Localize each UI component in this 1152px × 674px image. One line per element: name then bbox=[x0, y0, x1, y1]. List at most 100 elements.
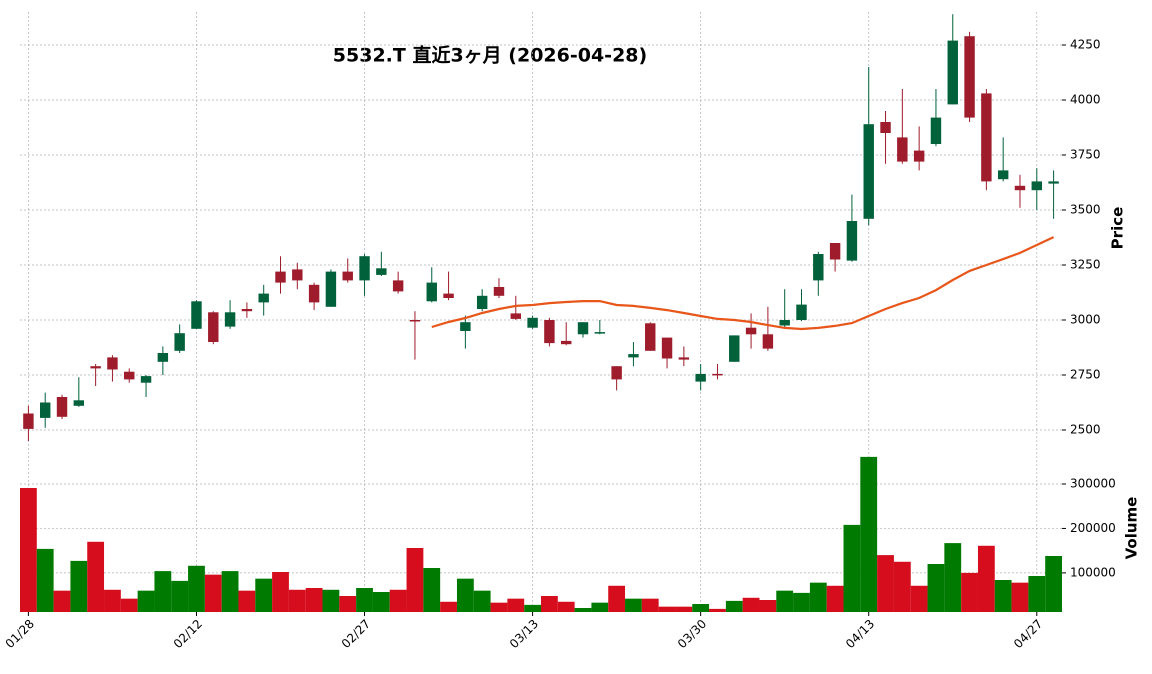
volume-bar bbox=[793, 592, 810, 612]
volume-bar bbox=[977, 545, 995, 612]
x-tick-label: 02/12 bbox=[171, 617, 205, 651]
volume-bar bbox=[221, 571, 239, 612]
volume-bar bbox=[641, 598, 659, 612]
volume-bar bbox=[910, 585, 928, 612]
volume-bar bbox=[1011, 582, 1029, 612]
volume-bar bbox=[524, 604, 541, 612]
volume-bar bbox=[927, 564, 945, 612]
volume-bar bbox=[776, 590, 794, 612]
volume-bar bbox=[53, 590, 71, 612]
y2-axis-label: Volume bbox=[1123, 497, 1141, 560]
candle-body bbox=[527, 317, 538, 328]
candle-body bbox=[560, 340, 572, 345]
candle-body bbox=[107, 357, 118, 370]
candle-body bbox=[476, 295, 488, 309]
volume-bar bbox=[389, 589, 407, 612]
candle-body bbox=[493, 287, 505, 296]
candle-body bbox=[359, 256, 370, 281]
volume-bar bbox=[188, 565, 205, 612]
volume-bar bbox=[423, 568, 441, 612]
candle-body bbox=[1048, 181, 1059, 184]
volume-bar bbox=[944, 543, 962, 612]
candle-body bbox=[124, 371, 135, 380]
candle-body bbox=[964, 36, 975, 118]
volume-bar bbox=[305, 588, 323, 612]
volume-bar bbox=[372, 592, 390, 612]
volume-bar bbox=[339, 596, 357, 612]
volume-bar bbox=[104, 589, 121, 612]
y-tick-label: 3000 bbox=[1070, 313, 1101, 327]
volume-bar bbox=[87, 541, 105, 612]
y2-tick-label: 300000 bbox=[1070, 477, 1116, 491]
candle-body bbox=[376, 268, 387, 275]
volume-bar bbox=[120, 598, 138, 612]
volume-bar bbox=[625, 598, 642, 612]
volume-bar bbox=[826, 585, 844, 612]
volume-bar bbox=[20, 488, 37, 612]
candle-body bbox=[729, 335, 740, 362]
volume-bar bbox=[893, 561, 911, 612]
candle-body bbox=[460, 322, 471, 331]
volume-bar bbox=[456, 578, 474, 612]
candle-body bbox=[930, 117, 942, 144]
candle-body bbox=[1031, 181, 1043, 191]
candle-body bbox=[981, 93, 992, 182]
candle-body bbox=[829, 243, 841, 260]
volume-bar bbox=[36, 548, 54, 612]
volume-bar bbox=[473, 590, 491, 612]
candle-body bbox=[880, 122, 891, 133]
volume-bar bbox=[961, 572, 978, 612]
candle-body bbox=[577, 322, 589, 335]
candle-body bbox=[191, 301, 202, 329]
volume-bar bbox=[675, 606, 693, 612]
volume-bar bbox=[541, 596, 558, 612]
candle-body bbox=[241, 309, 253, 312]
volume-bar bbox=[356, 588, 373, 612]
y2-tick-label: 200000 bbox=[1070, 521, 1116, 535]
candle-body bbox=[342, 271, 353, 281]
x-tick-label: 04/13 bbox=[843, 617, 877, 651]
candle-body bbox=[779, 320, 790, 326]
volume-bar bbox=[1045, 556, 1062, 612]
volume-bar bbox=[692, 604, 710, 612]
candle-body bbox=[392, 280, 404, 292]
y-tick-label: 2750 bbox=[1070, 368, 1101, 382]
candle-body bbox=[645, 323, 656, 351]
y-tick-label: 3750 bbox=[1070, 148, 1101, 162]
candle-body bbox=[39, 402, 51, 418]
volume-bar bbox=[557, 601, 575, 612]
x-tick-label: 04/27 bbox=[1011, 617, 1045, 651]
candle-body bbox=[863, 124, 874, 219]
candle-body bbox=[947, 40, 958, 105]
candle-body bbox=[594, 332, 606, 334]
volume-bar bbox=[591, 602, 609, 612]
x-tick-label: 01/28 bbox=[3, 617, 37, 651]
candle-body bbox=[997, 170, 1009, 180]
candle-body bbox=[308, 284, 320, 303]
volume-bar bbox=[288, 589, 306, 612]
candle-body bbox=[712, 373, 723, 376]
candle-body bbox=[73, 400, 85, 406]
candle-body bbox=[762, 334, 774, 349]
volume-bar bbox=[994, 580, 1012, 612]
volume-bar bbox=[137, 590, 155, 612]
candle-body bbox=[628, 354, 639, 358]
candle-body bbox=[913, 150, 925, 162]
x-tick-label: 03/13 bbox=[507, 617, 541, 651]
y2-tick-label: 100000 bbox=[1070, 565, 1116, 579]
candle-body bbox=[1014, 185, 1026, 191]
candle-body bbox=[174, 333, 185, 351]
volume-bar bbox=[658, 606, 676, 612]
volume-bar bbox=[742, 597, 760, 612]
volume-bar bbox=[709, 608, 726, 612]
volume-bar bbox=[204, 574, 222, 612]
candle-body bbox=[140, 376, 152, 383]
candle-body bbox=[23, 413, 34, 429]
y-tick-label: 3500 bbox=[1070, 203, 1101, 217]
y-tick-label: 2500 bbox=[1070, 423, 1101, 437]
candle-body bbox=[544, 320, 555, 344]
candle-body bbox=[846, 221, 858, 261]
volume-bar bbox=[809, 582, 827, 612]
y-axis-label: Price bbox=[1109, 207, 1127, 250]
